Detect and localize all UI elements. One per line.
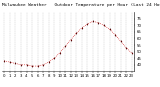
Text: Milwaukee Weather   Outdoor Temperature per Hour (Last 24 Hours): Milwaukee Weather Outdoor Temperature pe…: [2, 3, 160, 7]
